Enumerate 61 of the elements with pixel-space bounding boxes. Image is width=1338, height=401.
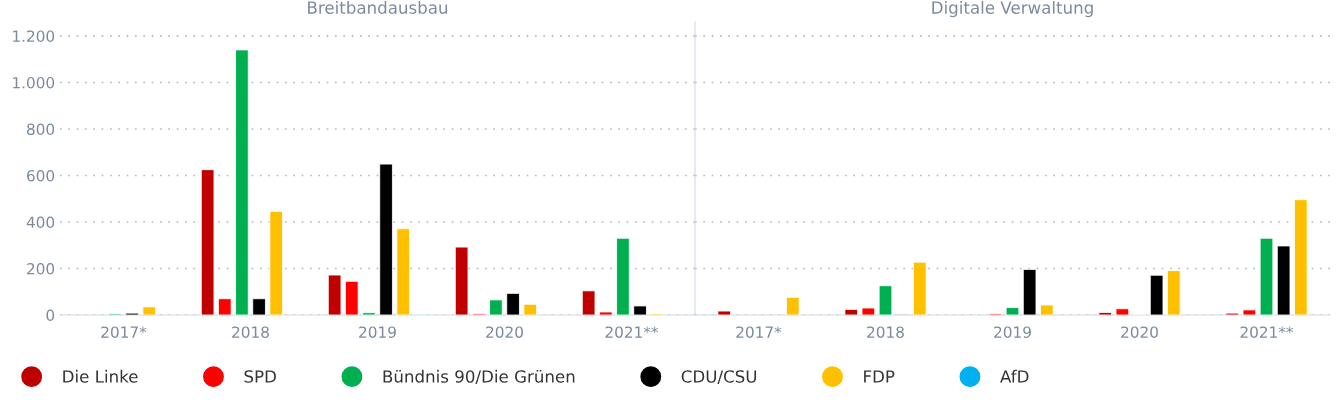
bar [523,303,537,315]
bar [1149,274,1164,315]
legend-label: AfD [1000,369,1029,383]
y-tick-label: 400 [26,216,55,229]
bar [252,298,266,315]
bar [200,169,215,315]
x-tick-label: 2017* [101,326,147,338]
bar [218,298,232,315]
legend-label: Bündnis 90/Die Grünen [383,369,575,385]
legend-label: Die Linke [63,369,138,383]
bar [844,309,858,315]
bar [878,285,893,315]
x-tick-label: 2018 [867,326,904,338]
bar [489,299,503,315]
bar [616,237,630,315]
bar [1276,245,1291,315]
bar [1242,309,1257,315]
x-tick-label: 2020 [486,326,523,338]
bar [633,305,647,315]
bar [269,211,283,315]
chart-title: Breitbandausbau [308,1,448,14]
bar [581,290,596,315]
bar [1040,304,1054,315]
bar [1022,269,1037,315]
bar [1294,199,1308,315]
legend-label: FDP [864,370,895,383]
y-tick-label: 1.000 [13,76,55,89]
y-tick-label: 600 [27,169,55,182]
y-tick-label: 1.200 [13,30,55,42]
chart-title: Digitale Verwaltung [932,1,1093,18]
bar [861,307,876,315]
bar [913,261,927,315]
x-tick-label: 2021** [1240,326,1294,338]
bar [1098,312,1112,315]
legend-label: CDU/CSU [681,370,757,385]
bar [599,311,613,315]
y-tick-label: 0 [46,309,55,322]
bar [454,246,469,315]
bar [717,310,731,315]
x-tick-label: 2021** [605,326,659,338]
bar [345,280,359,315]
x-tick-label: 2020 [1121,326,1158,338]
x-tick-label: 2019 [359,326,396,338]
bar [396,228,410,315]
bar [1115,308,1130,315]
bar [1259,237,1274,315]
y-tick-label: 800 [27,123,55,135]
bar [1167,270,1181,315]
bar [786,296,800,315]
x-tick-label: 2018 [232,326,269,338]
legend-label: SPD [244,370,276,383]
bar [142,306,156,315]
bar [1005,307,1020,315]
bar [506,292,520,315]
x-tick-label: 2017* [736,326,782,338]
y-tick-label: 200 [27,262,55,275]
x-tick-label: 2019 [994,326,1031,338]
bar [362,312,376,315]
bar [379,163,393,315]
bar [235,49,249,315]
bar [327,274,342,315]
